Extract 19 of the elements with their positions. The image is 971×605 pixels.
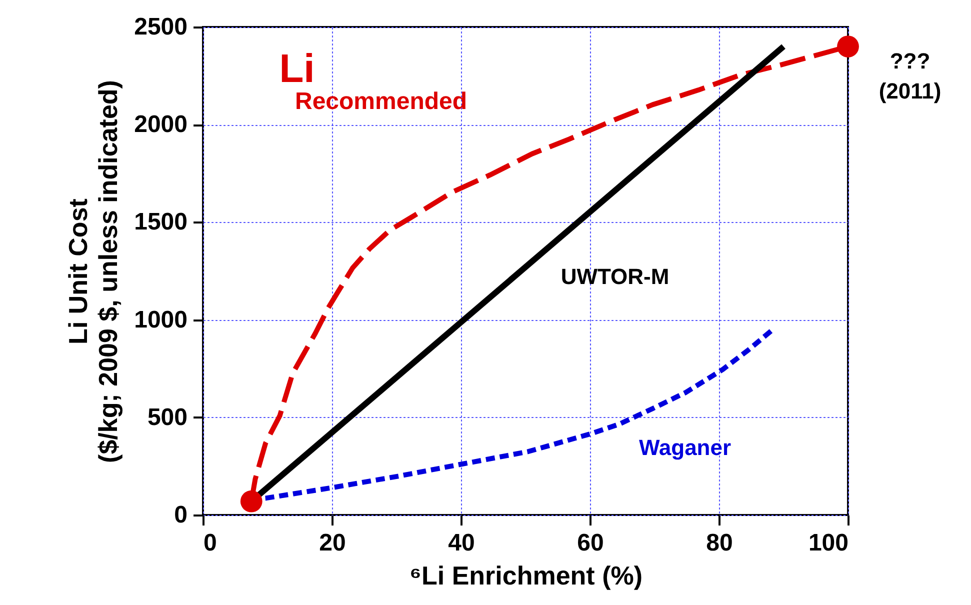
x-tick-label: 20 [319,530,346,556]
x-tick-label: 0 [204,530,217,556]
y-tick-label: 2000 [134,111,188,138]
text: Recommended [294,88,468,115]
annotation: ??? (2011) [878,48,942,104]
x-tick-label: 40 [448,530,475,556]
y-tick-label: 1000 [134,306,188,334]
y-tick-label: 0 [174,502,188,528]
annotation: Li [279,47,315,91]
y-axis-title: Li Unit Cost ($/kg; 2009 $, unless indicated) [63,80,124,463]
series-label: UWTOR-M [560,264,670,289]
x-tick-label: 60 [577,530,604,556]
x-axis-title: ⁶Li Enrichment (%) [410,560,642,590]
y-tick-label: 1500 [134,208,188,236]
y-tick-label: 2500 [134,14,188,40]
x-tick-label: 100 [808,530,848,556]
series-label: Waganer [638,435,732,460]
y-tick-label: 500 [147,404,188,431]
x-tick-label: 80 [706,530,733,556]
